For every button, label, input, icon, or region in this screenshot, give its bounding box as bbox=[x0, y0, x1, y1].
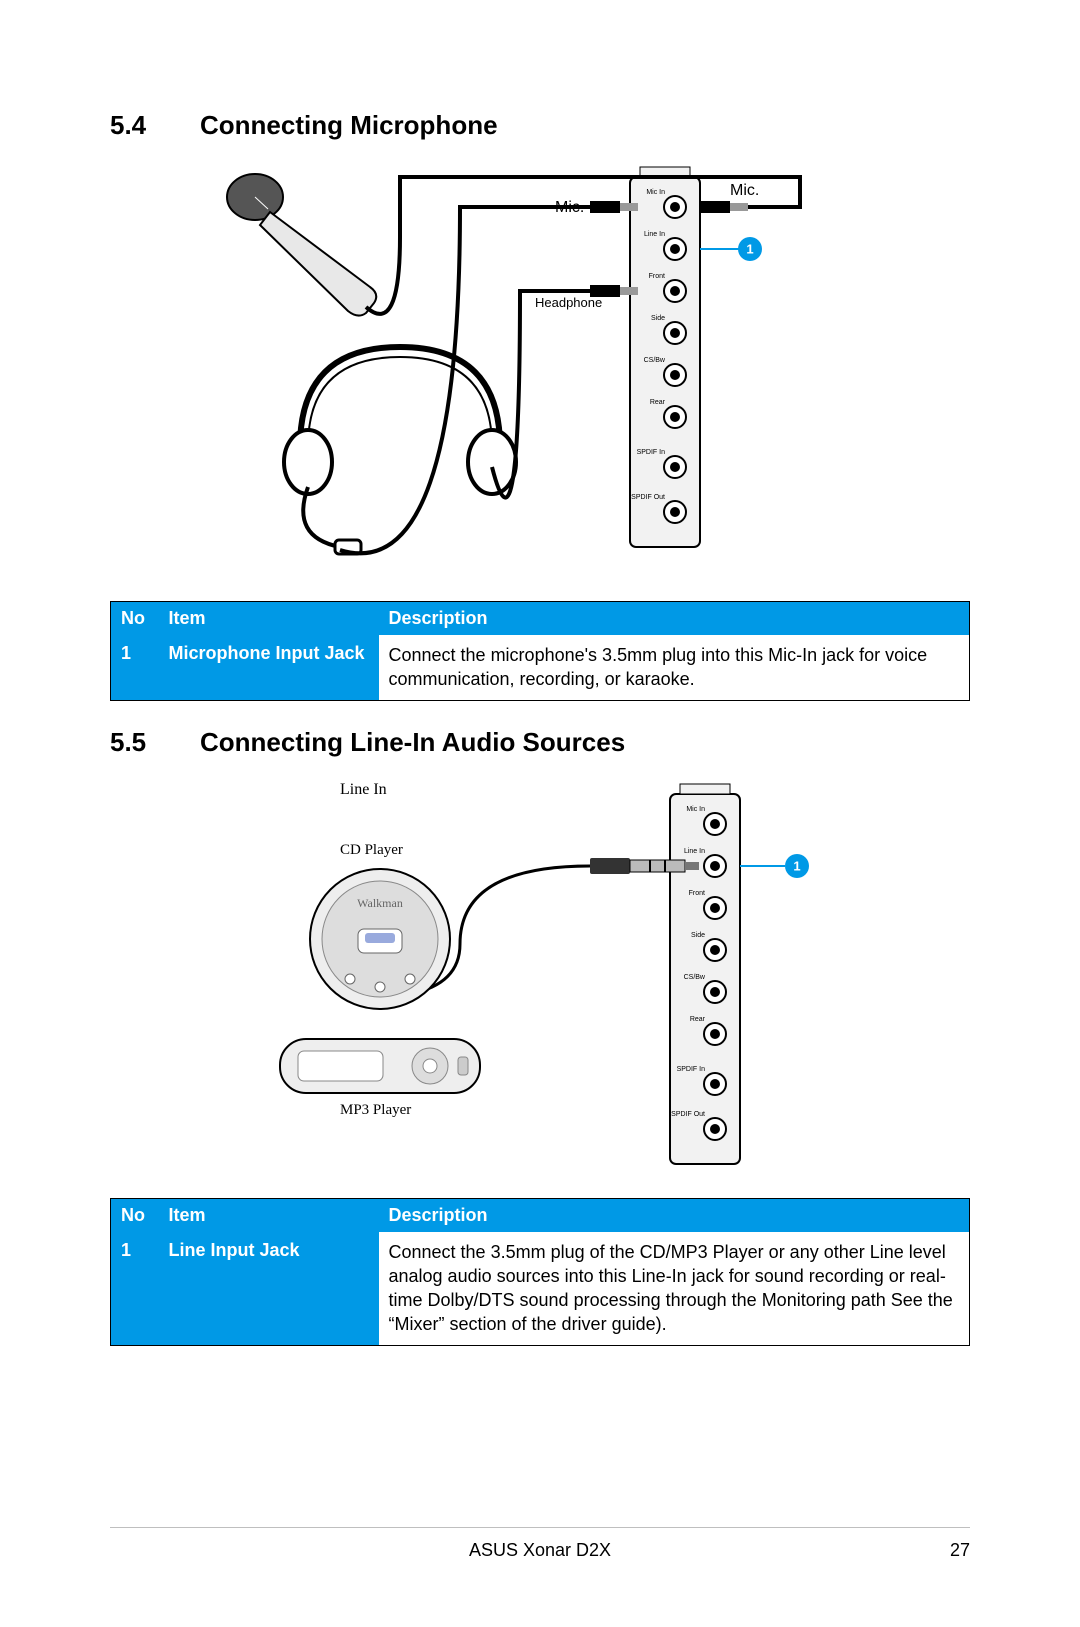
cell-no: 1 bbox=[111, 635, 159, 700]
footer-rule bbox=[110, 1527, 970, 1528]
footer-product: ASUS Xonar D2X bbox=[469, 1540, 611, 1561]
cd-player-icon: Walkman bbox=[310, 869, 450, 1009]
svg-text:SPDIF In: SPDIF In bbox=[637, 449, 666, 456]
cell-item: Line Input Jack bbox=[159, 1232, 379, 1346]
table-microphone: No Item Description 1 Microphone Input J… bbox=[110, 601, 970, 701]
table-line-in: No Item Description 1 Line Input Jack Co… bbox=[110, 1198, 970, 1346]
section-heading-5-4: 5.4Connecting Microphone bbox=[110, 110, 970, 141]
svg-text:Line In: Line In bbox=[684, 848, 705, 855]
svg-text:CS/Bw: CS/Bw bbox=[644, 357, 666, 364]
svg-text:1: 1 bbox=[793, 858, 800, 873]
callout-badge-1: 1 bbox=[740, 854, 809, 878]
label-cd-player: CD Player bbox=[340, 842, 403, 858]
svg-text:CS/Bw: CS/Bw bbox=[684, 974, 706, 981]
diagram-connecting-microphone: Mic In Line In Front Side CS/Bw Rear SPD… bbox=[110, 157, 970, 587]
svg-text:Front: Front bbox=[689, 890, 705, 897]
headset-icon bbox=[284, 347, 516, 554]
svg-text:Walkman: Walkman bbox=[357, 896, 403, 910]
table-header-item: Item bbox=[159, 602, 379, 636]
diagram-connecting-line-in: Line In Mic In Line In Front Side CS/Bw … bbox=[110, 774, 970, 1184]
svg-text:Front: Front bbox=[649, 273, 665, 280]
table-header-item: Item bbox=[159, 1198, 379, 1232]
svg-text:SPDIF Out: SPDIF Out bbox=[631, 494, 665, 501]
section-number: 5.5 bbox=[110, 727, 200, 758]
label-line-in: Line In bbox=[340, 781, 387, 798]
svg-text:1: 1 bbox=[746, 241, 753, 256]
table-header-no: No bbox=[111, 602, 159, 636]
table-header-no: No bbox=[111, 1198, 159, 1232]
table-header-desc: Description bbox=[379, 1198, 970, 1232]
mp3-player-icon bbox=[280, 1039, 480, 1093]
audio-plug-icon bbox=[590, 858, 699, 874]
label-mic-right: Mic. bbox=[730, 182, 759, 199]
label-mp3-player: MP3 Player bbox=[340, 1102, 411, 1118]
svg-text:Rear: Rear bbox=[650, 399, 666, 406]
section-title: Connecting Line-In Audio Sources bbox=[200, 727, 625, 757]
cell-item: Microphone Input Jack bbox=[159, 635, 379, 700]
section-title: Connecting Microphone bbox=[200, 110, 498, 140]
section-heading-5-5: 5.5Connecting Line-In Audio Sources bbox=[110, 727, 970, 758]
svg-text:SPDIF In: SPDIF In bbox=[677, 1066, 706, 1073]
table-header-desc: Description bbox=[379, 602, 970, 636]
svg-text:SPDIF Out: SPDIF Out bbox=[671, 1111, 705, 1118]
cell-no: 1 bbox=[111, 1232, 159, 1346]
cell-desc: Connect the 3.5mm plug of the CD/MP3 Pla… bbox=[379, 1232, 970, 1346]
footer-page-number: 27 bbox=[950, 1540, 970, 1561]
page-footer: ASUS Xonar D2X 27 bbox=[110, 1527, 970, 1561]
table-row: 1 Microphone Input Jack Connect the micr… bbox=[111, 635, 970, 700]
svg-text:Mic In: Mic In bbox=[646, 189, 665, 196]
cell-desc: Connect the microphone's 3.5mm plug into… bbox=[379, 635, 970, 700]
microphone-icon bbox=[227, 174, 800, 316]
callout-badge-1: 1 bbox=[700, 237, 762, 261]
svg-text:Line In: Line In bbox=[644, 231, 665, 238]
table-row: 1 Line Input Jack Connect the 3.5mm plug… bbox=[111, 1232, 970, 1346]
section-number: 5.4 bbox=[110, 110, 200, 141]
page: 5.4Connecting Microphone Mic In Line In … bbox=[0, 0, 1080, 1627]
svg-text:Side: Side bbox=[651, 315, 665, 322]
label-headphone: Headphone bbox=[535, 295, 602, 310]
svg-text:Side: Side bbox=[691, 932, 705, 939]
svg-text:Rear: Rear bbox=[690, 1016, 706, 1023]
svg-text:Mic In: Mic In bbox=[686, 806, 705, 813]
